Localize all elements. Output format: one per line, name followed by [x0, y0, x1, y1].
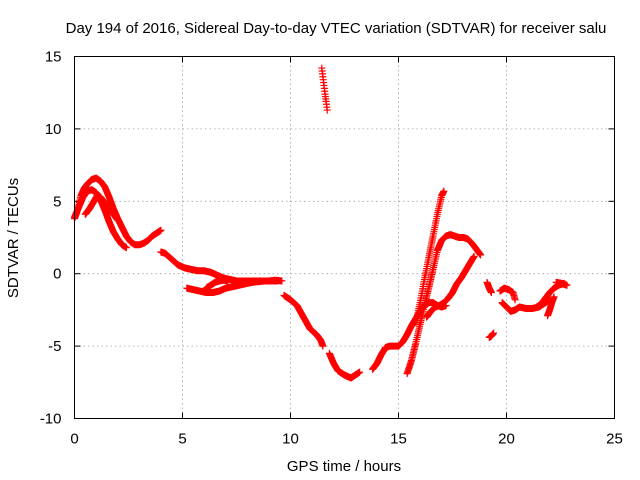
series-arc-15 [485, 329, 498, 341]
series-arc-3 [81, 192, 122, 224]
data-point-markers [403, 231, 485, 378]
series-arc-20 [552, 278, 569, 288]
y-tick-label: -5 [48, 338, 61, 355]
x-tick-label: 20 [498, 431, 515, 448]
data-point-markers [280, 291, 327, 350]
x-tick-label: 0 [70, 431, 78, 448]
y-tick-label: 10 [45, 121, 62, 138]
series-arc-11 [403, 231, 485, 378]
data-points [71, 64, 571, 382]
y-tick-label: 15 [45, 49, 62, 66]
data-point-markers [496, 284, 519, 304]
data-point-markers [483, 278, 495, 297]
data-point-markers [318, 64, 331, 114]
grid-lines [74, 56, 615, 419]
series-arc-16 [496, 284, 519, 304]
x-tick-label: 15 [390, 431, 407, 448]
data-point-markers [81, 192, 122, 224]
plot-frame [74, 56, 615, 419]
y-axis-label: SDTVAR / TECUs [5, 178, 22, 298]
series-arc-9 [325, 349, 364, 382]
data-point-markers [412, 187, 448, 327]
data-point-markers [423, 252, 478, 321]
data-point-markers [552, 278, 569, 288]
y-tick-label: -10 [40, 411, 62, 428]
x-tick-label: 10 [282, 431, 299, 448]
data-point-markers [183, 277, 282, 297]
series-arc-13 [423, 252, 478, 321]
data-point-markers [325, 349, 364, 382]
series-arc-5 [183, 277, 282, 297]
series-arc-12 [412, 187, 448, 327]
data-point-markers [485, 329, 498, 341]
series-arc-8 [318, 64, 331, 114]
x-tick-label: 5 [178, 431, 186, 448]
x-tick-label: 25 [606, 431, 623, 448]
chart-title: Day 194 of 2016, Sidereal Day-to-day VTE… [66, 20, 607, 37]
series-arc-7 [280, 291, 327, 350]
series-arc-19 [544, 293, 558, 320]
data-point-markers [202, 276, 232, 292]
y-tick-label: 0 [53, 266, 61, 283]
series-arc-6 [202, 276, 232, 292]
y-tick-label: 5 [53, 193, 61, 210]
data-point-markers [544, 293, 558, 320]
series-arc-14 [483, 278, 495, 297]
x-axis-label: GPS time / hours [287, 458, 401, 475]
